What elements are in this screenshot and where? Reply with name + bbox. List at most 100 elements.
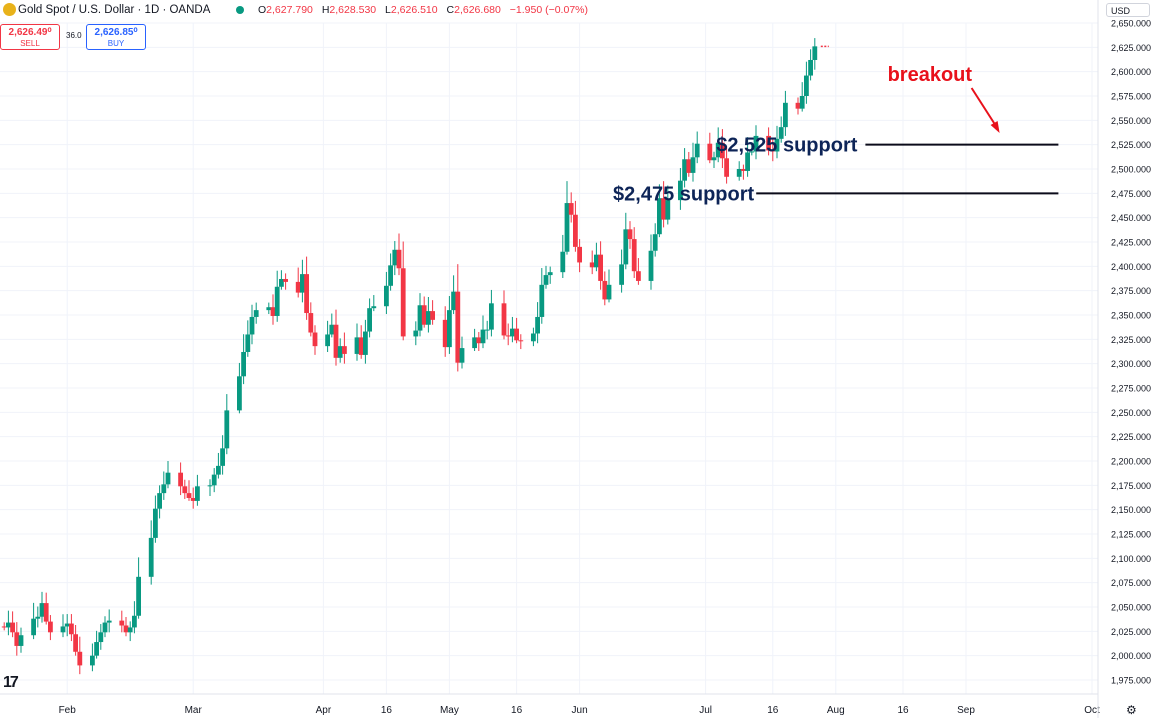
- candle-body: [543, 275, 549, 285]
- candle-body: [94, 642, 99, 656]
- x-tick-label: 16: [511, 705, 523, 716]
- candle-body: [682, 159, 687, 181]
- candle-body: [245, 334, 251, 352]
- settings-gear-icon[interactable]: ⚙: [1126, 703, 1137, 717]
- y-tick-label: 2,400.000: [1111, 262, 1151, 272]
- support-label-2525: $2,525 support: [716, 135, 858, 157]
- ohlc-legend: O2,627.790 H2,628.530 L2,626.510 C2,626.…: [258, 4, 594, 16]
- y-tick-label: 2,475.000: [1111, 189, 1151, 199]
- candle-body: [220, 448, 225, 466]
- candle-body: [724, 158, 729, 177]
- candle-body: [770, 150, 776, 152]
- candle-body: [661, 198, 666, 220]
- candle-body: [783, 102, 788, 128]
- x-tick-label: Apr: [316, 705, 332, 716]
- currency-label: USD: [1111, 6, 1131, 16]
- y-tick-label: 2,175.000: [1111, 481, 1151, 491]
- gold-symbol-icon: [3, 3, 16, 16]
- buy-price: 2,626.85⁰: [94, 27, 138, 38]
- tradingview-logo-icon[interactable]: 17: [3, 674, 19, 691]
- candle-body: [329, 324, 335, 335]
- candle-body: [707, 143, 713, 161]
- close-value: 2,626.680: [454, 4, 501, 16]
- candle-body: [472, 337, 477, 349]
- candle-body: [678, 180, 683, 201]
- candle-body: [510, 328, 515, 337]
- candle-body: [636, 271, 641, 281]
- x-tick-label: Feb: [59, 705, 77, 716]
- y-tick-label: 2,200.000: [1111, 457, 1151, 467]
- candle-body: [421, 305, 427, 325]
- candle-body: [43, 603, 49, 622]
- candle-body: [165, 472, 171, 485]
- support-label-2475: $2,475 support: [613, 183, 755, 205]
- candle-body: [224, 410, 230, 449]
- candle-body: [690, 157, 696, 173]
- candle-body: [69, 623, 74, 635]
- candle-body: [766, 135, 771, 151]
- candle-body: [14, 632, 20, 646]
- candle-body: [325, 334, 330, 347]
- x-tick-label: Aug: [827, 705, 845, 716]
- y-tick-label: 2,100.000: [1111, 554, 1151, 564]
- candle-body: [799, 96, 805, 109]
- candle-body: [300, 274, 305, 293]
- y-tick-label: 2,050.000: [1111, 603, 1151, 613]
- candle-body: [808, 59, 813, 76]
- candle-body: [501, 303, 507, 336]
- y-tick-label: 2,450.000: [1111, 213, 1151, 223]
- currency-dropdown[interactable]: USD: [1106, 3, 1150, 17]
- low-value: 2,626.510: [390, 4, 438, 16]
- candle-body: [665, 200, 671, 220]
- candle-body: [623, 229, 629, 265]
- x-tick-label: Sep: [957, 705, 975, 716]
- candle-body: [476, 337, 482, 344]
- change-value: −1.950 (−0.07%): [509, 4, 588, 16]
- candle-body: [270, 307, 276, 316]
- x-tick-label: Jun: [572, 705, 588, 716]
- candle-body: [39, 603, 45, 617]
- candle-body: [216, 465, 221, 475]
- x-tick-label: Oct: [1084, 705, 1100, 716]
- x-tick-label: Jul: [699, 705, 712, 716]
- chart-header: Gold Spot / U.S. Dollar · 1D · OANDA O2,…: [0, 0, 1100, 22]
- candle-body: [795, 102, 801, 109]
- candle-body: [312, 332, 318, 347]
- candle-body: [619, 264, 624, 285]
- candle-body: [749, 151, 755, 153]
- candle-body: [31, 618, 36, 636]
- candle-body: [367, 308, 372, 332]
- sell-label: SELL: [20, 39, 40, 48]
- candle-body: [98, 632, 104, 643]
- candle-body: [295, 281, 301, 293]
- candle-body: [241, 351, 246, 377]
- candle-body: [657, 198, 662, 235]
- candle-body: [489, 303, 494, 330]
- sell-button[interactable]: 2,626.49⁰ SELL: [0, 24, 60, 50]
- candle-body: [451, 291, 456, 311]
- candle-body: [715, 142, 721, 158]
- breakout-label: breakout: [888, 64, 973, 86]
- candle-body: [35, 616, 41, 619]
- high-label: H: [321, 4, 330, 16]
- candle-body: [648, 250, 654, 281]
- y-tick-label: 2,325.000: [1111, 335, 1151, 345]
- y-tick-label: 2,625.000: [1111, 43, 1151, 53]
- y-tick-label: 2,375.000: [1111, 286, 1151, 296]
- y-tick-label: 2,600.000: [1111, 67, 1151, 77]
- candle-body: [531, 333, 536, 342]
- candle-body: [505, 335, 511, 337]
- y-tick-label: 2,150.000: [1111, 505, 1151, 515]
- symbol-title[interactable]: Gold Spot / U.S. Dollar · 1D · OANDA: [18, 4, 211, 16]
- candle-body: [480, 329, 486, 344]
- buy-button[interactable]: 2,626.85⁰ BUY: [86, 24, 146, 50]
- close-label: C: [446, 4, 455, 16]
- candle-body: [518, 340, 524, 342]
- candle-body: [132, 615, 137, 628]
- candle-body: [568, 203, 574, 215]
- candle-body: [249, 316, 255, 335]
- candle-body: [64, 623, 70, 627]
- candle-body: [589, 262, 595, 268]
